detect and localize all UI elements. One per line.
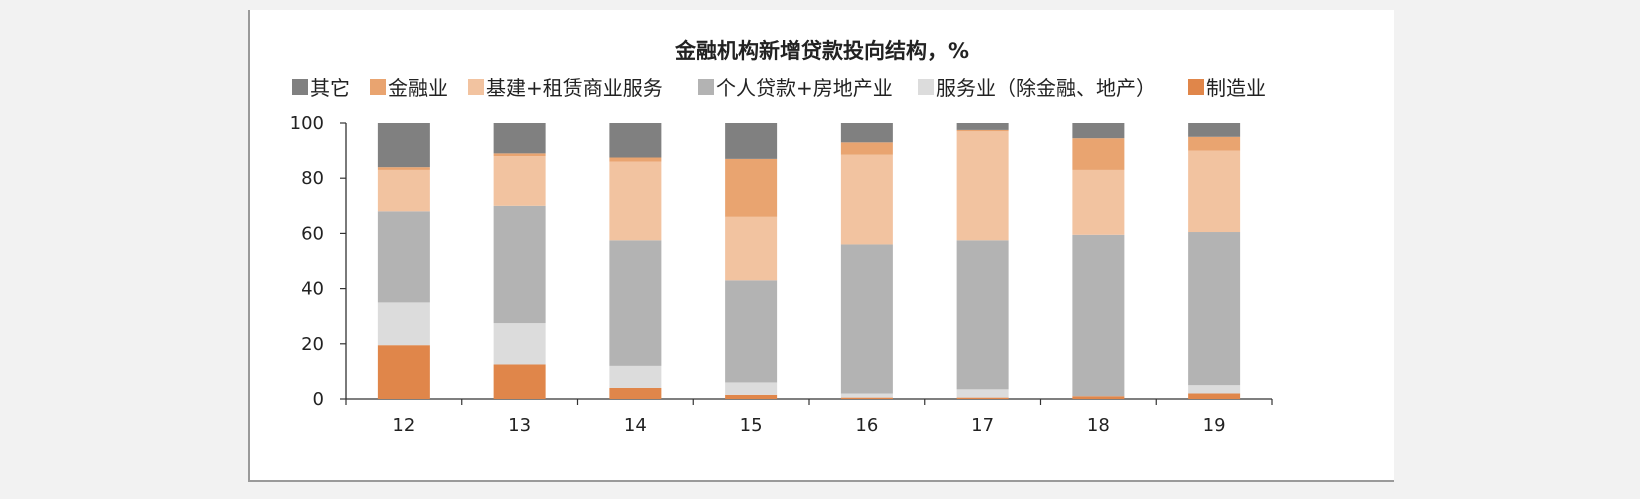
bar-segment xyxy=(1072,169,1125,235)
bar-segment xyxy=(956,240,1009,390)
legend-label: 个人贷款+房地产业 xyxy=(716,76,893,100)
chart-frame: 金融机构新增贷款投向结构，% 其它 金融业 基建+租赁商业服务 个人贷款+房地产业 服务… xyxy=(248,10,1394,482)
bar-segment xyxy=(493,205,546,324)
bar-segment xyxy=(1188,393,1241,399)
x-tick-label: 17 xyxy=(971,415,994,436)
bar-segment xyxy=(956,131,1009,241)
x-tick-label: 15 xyxy=(740,415,763,436)
y-tick-label: 40 xyxy=(301,279,324,300)
bar-segment xyxy=(493,364,546,399)
bar-segment xyxy=(1188,136,1241,151)
x-tick-label: 13 xyxy=(508,415,531,436)
bar-segment xyxy=(840,397,893,399)
bar-segment xyxy=(609,240,662,366)
y-tick-label: 0 xyxy=(313,389,324,410)
bar-segment xyxy=(956,123,1009,130)
bar-segment xyxy=(377,211,430,303)
bar-segment xyxy=(1072,234,1125,397)
y-tick-label: 60 xyxy=(301,223,324,244)
x-tick-label: 18 xyxy=(1087,415,1110,436)
bar-segment xyxy=(725,123,778,159)
y-tick-label: 80 xyxy=(301,168,324,189)
bar-segment xyxy=(609,365,662,388)
bar-segment xyxy=(956,397,1009,399)
bars xyxy=(377,123,1241,399)
bar-segment xyxy=(609,387,662,399)
legend-swatch xyxy=(918,79,934,95)
y-tick-label: 100 xyxy=(290,113,324,134)
bar-segment xyxy=(493,153,546,157)
bar-segment xyxy=(1072,396,1125,399)
legend-label: 制造业 xyxy=(1206,76,1266,100)
bar-segment xyxy=(493,123,546,154)
bar-segment xyxy=(377,302,430,346)
axes: 0 20 40 60 80 100 12 13 14 15 16 17 18 19 xyxy=(290,113,1273,436)
bar-segment xyxy=(840,154,893,245)
bar-segment xyxy=(377,345,430,399)
bar-segment xyxy=(377,123,430,168)
bar-segment xyxy=(377,169,430,212)
legend-swatch xyxy=(370,79,386,95)
legend-swatch xyxy=(698,79,714,95)
bar-segment xyxy=(725,158,778,217)
bar-segment xyxy=(1072,138,1125,170)
bar-segment xyxy=(840,393,893,398)
x-tick-label: 16 xyxy=(855,415,878,436)
legend-label: 其它 xyxy=(310,76,350,100)
bar-segment xyxy=(1188,123,1241,137)
legend-swatch xyxy=(1188,79,1204,95)
legend-label: 服务业（除金融、地产） xyxy=(936,76,1156,100)
bar-segment xyxy=(1072,123,1125,139)
chart-title: 金融机构新增贷款投向结构，% xyxy=(674,39,969,63)
bar-segment xyxy=(725,382,778,395)
y-tick-label: 20 xyxy=(301,334,324,355)
bar-segment xyxy=(1188,385,1241,394)
bar-segment xyxy=(609,161,662,241)
legend-label: 基建+租赁商业服务 xyxy=(486,76,663,100)
legend-swatch xyxy=(292,79,308,95)
legend: 其它 金融业 基建+租赁商业服务 个人贷款+房地产业 服务业（除金融、地产） 制造业 xyxy=(292,76,1266,100)
legend-label: 金融业 xyxy=(388,76,448,100)
bar-segment xyxy=(1188,150,1241,233)
stacked-bar-chart: 金融机构新增贷款投向结构，% 其它 金融业 基建+租赁商业服务 个人贷款+房地产业 服务… xyxy=(290,39,1273,436)
bar-segment xyxy=(956,389,1009,398)
bar-segment xyxy=(725,216,778,281)
legend-swatch xyxy=(468,79,484,95)
bar-segment xyxy=(840,123,893,143)
bar-segment xyxy=(840,142,893,155)
bar-segment xyxy=(493,156,546,206)
bar-segment xyxy=(377,167,430,170)
x-tick-label: 14 xyxy=(624,415,647,436)
x-tick-label: 12 xyxy=(392,415,415,436)
bar-segment xyxy=(956,129,1009,132)
bar-segment xyxy=(725,394,778,399)
x-tick-label: 19 xyxy=(1203,415,1226,436)
bar-segment xyxy=(840,244,893,394)
bar-segment xyxy=(609,123,662,158)
bar-segment xyxy=(725,280,778,383)
bar-segment xyxy=(493,323,546,365)
bar-segment xyxy=(609,157,662,162)
bar-segment xyxy=(1188,232,1241,386)
